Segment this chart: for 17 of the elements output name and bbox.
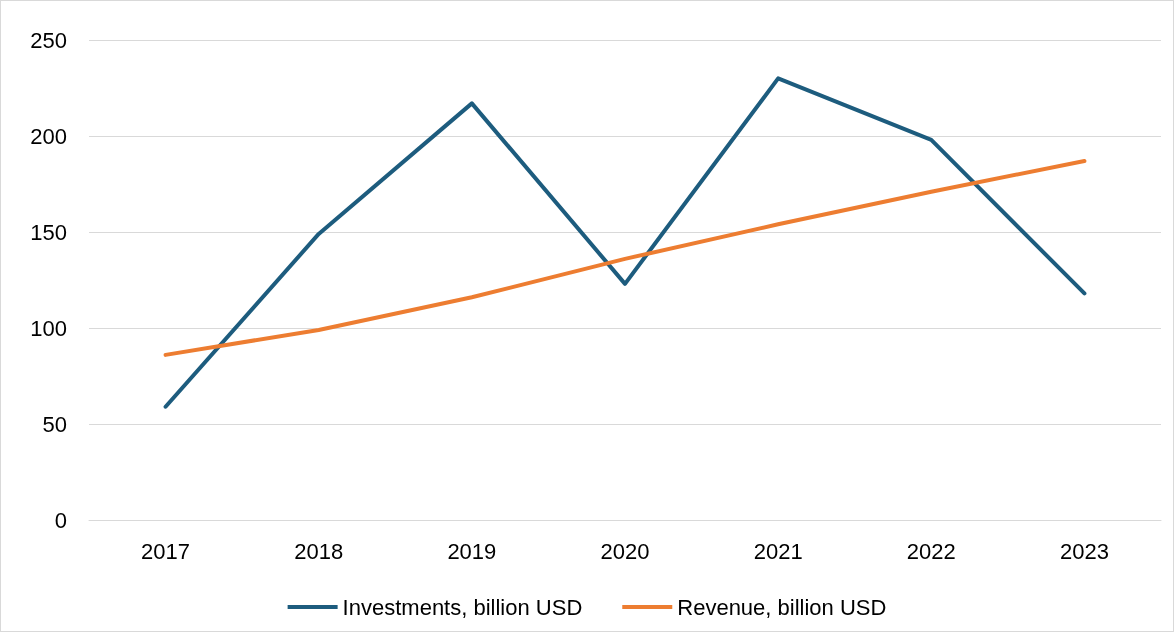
y-tick-label: 50	[42, 411, 67, 437]
x-tick-label: 2019	[447, 538, 497, 564]
y-tick-label: 100	[30, 315, 67, 341]
legend-label: Revenue, billion USD	[677, 594, 887, 620]
y-tick-label: 0	[54, 507, 67, 533]
y-tick-label: 150	[30, 219, 67, 245]
y-tick-label: 200	[30, 123, 67, 149]
x-tick-label: 2017	[141, 538, 191, 564]
legend-label: Investments, billion USD	[342, 594, 583, 620]
y-tick-label: 250	[30, 27, 67, 53]
line-series	[163, 76, 1087, 409]
line-series	[163, 158, 1087, 357]
x-tick-label: 2020	[600, 538, 650, 564]
x-tick-label: 2021	[753, 538, 803, 564]
x-tick-label: 2018	[294, 538, 344, 564]
x-tick-label: 2023	[1059, 538, 1109, 564]
x-tick-label: 2022	[906, 538, 956, 564]
